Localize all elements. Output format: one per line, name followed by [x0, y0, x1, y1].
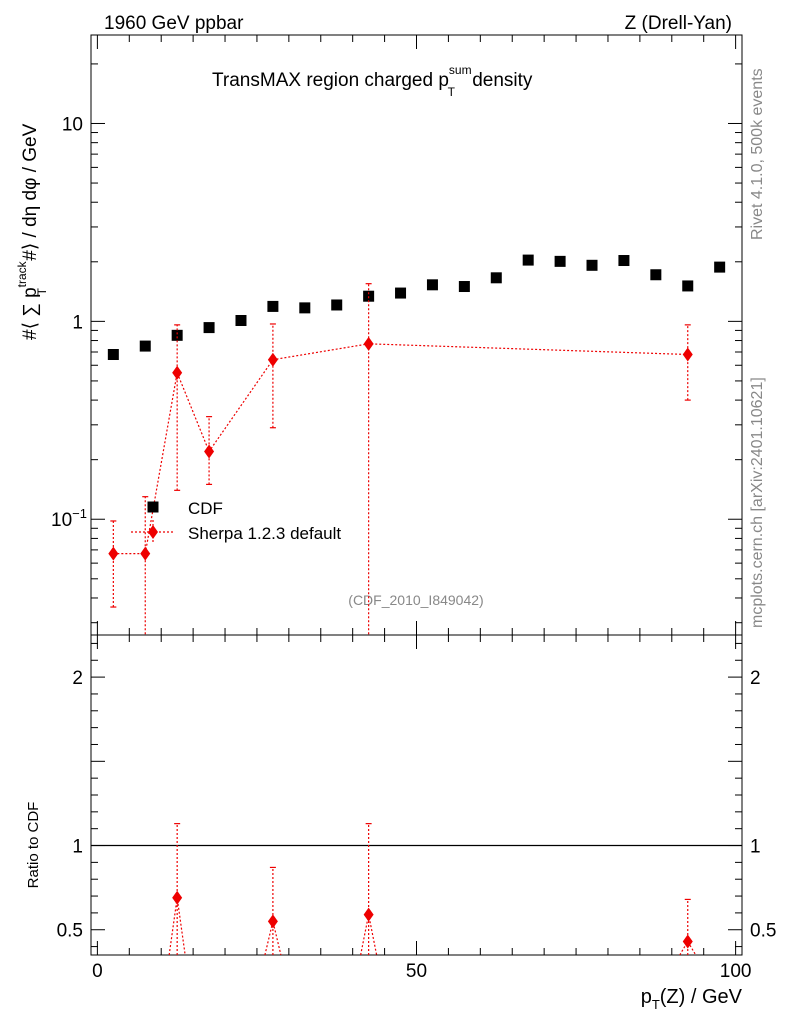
cdf-data-point: [426, 279, 438, 291]
legend-cdf-label: CDF: [188, 499, 223, 518]
ratio-y-tick-label: 1: [750, 837, 761, 858]
y-tick-label: 10: [62, 114, 83, 135]
y-tick-label: 10−1: [51, 506, 87, 531]
sherpa-data-point: [682, 347, 693, 362]
sherpa-data-point: [363, 336, 374, 351]
main-plot-area: [107, 254, 726, 635]
ratio-y-tick-label: 2: [72, 668, 83, 689]
chart-title: TransMAX region charged psum T density: [212, 63, 533, 99]
ratio-y-axis-label: Ratio to CDF: [25, 802, 42, 889]
y-tick-label: 1: [72, 312, 83, 333]
sherpa-data-point: [172, 365, 183, 380]
cdf-data-point: [363, 290, 375, 302]
ratio-y-tick-label: 2: [750, 668, 761, 689]
ratio-panel-frame: [90, 634, 743, 956]
legend-cdf-marker: [147, 501, 159, 513]
cdf-data-point: [586, 259, 598, 271]
x-tick-label: 100: [720, 961, 752, 982]
cdf-data-point: [171, 329, 183, 341]
cdf-data-point: [650, 269, 662, 281]
cdf-data-point: [682, 280, 694, 292]
legend-sherpa-label: Sherpa 1.2.3 default: [188, 524, 341, 543]
cdf-data-point: [107, 349, 119, 361]
main-y-axis-label: #⟨ ∑ ptrackT #⟩ / dη dφ / GeV: [15, 123, 49, 340]
mcplots-label: mcplots.cern.ch [arXiv:2401.10621]: [749, 377, 766, 628]
cdf-data-point: [490, 272, 502, 284]
sherpa-data-point: [267, 352, 278, 367]
header-energy-label: 1960 GeV ppbar: [104, 13, 244, 34]
x-tick-label: 0: [92, 961, 103, 982]
ratio-y-tick-label: 1: [72, 837, 83, 858]
analysis-watermark: (CDF_2010_I849042): [348, 592, 483, 608]
ratio-y-tick-label: 0.5: [57, 921, 83, 942]
cdf-data-point: [395, 287, 407, 299]
rivet-version-label: Rivet 4.1.0, 500k events: [749, 68, 766, 240]
ratio-envelope: [679, 940, 697, 955]
ratio-data-point: [172, 890, 183, 905]
cdf-data-point: [331, 299, 343, 311]
x-tick-label: 50: [406, 961, 427, 982]
cdf-data-point: [203, 322, 215, 334]
legend-sherpa-marker: [148, 525, 158, 539]
cdf-data-point: [714, 261, 726, 273]
cdf-data-point: [267, 300, 279, 312]
ratio-data-point: [682, 934, 693, 949]
cdf-data-point: [235, 315, 247, 327]
sherpa-data-point: [140, 546, 151, 561]
header-process-label: Z (Drell-Yan): [625, 13, 732, 34]
x-axis-label: pT(Z) / GeV: [641, 986, 743, 1012]
ratio-data-point: [363, 907, 374, 922]
cdf-data-point: [522, 254, 534, 266]
ratio-plot-area: [168, 823, 697, 955]
ratio-envelope: [264, 921, 282, 955]
cdf-data-point: [299, 302, 311, 314]
sherpa-data-point: [108, 546, 119, 561]
cdf-data-point: [554, 255, 566, 267]
ratio-y-tick-label: 0.5: [750, 921, 776, 942]
cdf-data-point: [458, 281, 470, 293]
main-panel-frame: [90, 34, 743, 636]
ratio-data-point: [267, 914, 278, 929]
cdf-data-point: [618, 255, 630, 267]
sherpa-data-point: [204, 444, 215, 459]
sherpa-line: [113, 343, 688, 555]
cdf-data-point: [139, 340, 151, 352]
